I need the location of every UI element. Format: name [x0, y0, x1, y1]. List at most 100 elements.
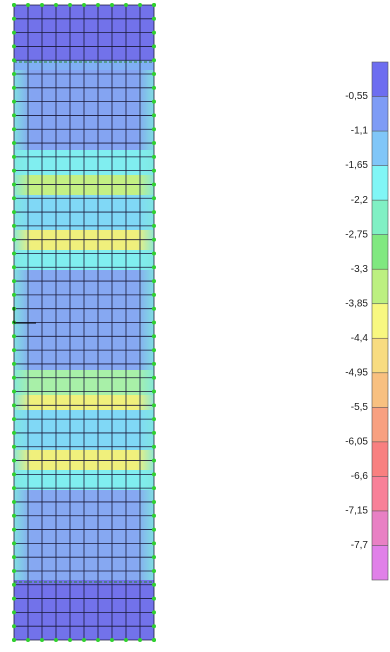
legend-swatch [372, 510, 388, 546]
support-node [82, 638, 86, 642]
support-node [12, 472, 16, 477]
support-node [152, 499, 156, 504]
support-node [152, 113, 156, 118]
support-node [12, 196, 16, 201]
legend-label: -4,95 [345, 367, 368, 378]
support-node [12, 348, 16, 353]
support-node [12, 58, 16, 63]
support-node [152, 472, 156, 477]
support-node [12, 596, 16, 601]
support-node [152, 541, 156, 546]
support-node [12, 624, 16, 629]
support-node [152, 127, 156, 132]
support-node [12, 3, 16, 7]
support-node [12, 568, 16, 573]
support-node [152, 251, 156, 256]
legend-label: -7,7 [351, 540, 369, 551]
support-node [68, 3, 72, 7]
support-node [152, 99, 156, 104]
support-node [138, 3, 142, 7]
legend-swatch [372, 165, 388, 201]
support-node [152, 486, 156, 491]
support-node [12, 375, 16, 380]
support-node [82, 3, 86, 7]
legend-swatch [372, 476, 388, 511]
support-node [12, 513, 16, 518]
support-node [68, 638, 72, 642]
legend-label: -7,15 [345, 506, 368, 517]
support-node [12, 30, 16, 35]
support-node [152, 610, 156, 615]
support-node [12, 265, 16, 270]
support-node [12, 417, 16, 422]
support-node [12, 486, 16, 491]
support-node [12, 279, 16, 284]
support-node [152, 430, 156, 435]
support-node [152, 237, 156, 242]
legend-label: -6,6 [351, 471, 369, 482]
support-node [152, 513, 156, 518]
legend-swatch [372, 62, 388, 97]
support-node [12, 99, 16, 104]
support-node [138, 638, 142, 642]
support-node [96, 3, 100, 7]
support-node [54, 3, 58, 7]
support-node [152, 292, 156, 297]
support-node [110, 638, 114, 642]
support-node [152, 582, 156, 587]
support-node [12, 527, 16, 532]
support-node [96, 638, 100, 642]
legend-swatch [372, 96, 388, 132]
legend-label: -2,2 [351, 195, 369, 206]
support-node [12, 610, 16, 615]
support-node [152, 210, 156, 215]
support-node [12, 168, 16, 173]
support-node [26, 3, 30, 7]
support-node [12, 541, 16, 546]
support-node [12, 113, 16, 118]
support-node [152, 444, 156, 449]
support-node [152, 168, 156, 173]
support-node [152, 638, 156, 642]
support-node [152, 334, 156, 339]
support-node [12, 334, 16, 339]
support-node [54, 638, 58, 642]
support-node [12, 127, 16, 132]
support-node [152, 403, 156, 408]
legend-swatch [372, 372, 388, 408]
support-node [12, 444, 16, 449]
support-node [12, 389, 16, 394]
support-node [26, 638, 30, 642]
support-node [152, 320, 156, 325]
support-node [152, 16, 156, 21]
support-node [40, 3, 44, 7]
legend-label: -6,05 [345, 437, 368, 448]
support-node [152, 141, 156, 146]
support-node [12, 72, 16, 77]
support-node [152, 154, 156, 159]
support-node [152, 458, 156, 463]
support-node [12, 182, 16, 187]
support-node [12, 555, 16, 560]
support-node [152, 85, 156, 90]
support-node [152, 375, 156, 380]
support-node [152, 72, 156, 77]
support-node [152, 568, 156, 573]
legend-swatch [372, 269, 388, 304]
support-node [12, 361, 16, 366]
support-node [12, 154, 16, 159]
support-node [12, 458, 16, 463]
support-node [152, 417, 156, 422]
legend-label: -0,55 [345, 91, 368, 102]
support-node [152, 58, 156, 63]
support-node [12, 237, 16, 242]
support-node [152, 182, 156, 187]
support-node [110, 3, 114, 7]
support-node [12, 223, 16, 228]
support-node [152, 361, 156, 366]
legend-swatch [372, 200, 388, 235]
legend-label: -1,65 [345, 160, 368, 171]
legend-frame [371, 61, 389, 581]
support-node [152, 196, 156, 201]
